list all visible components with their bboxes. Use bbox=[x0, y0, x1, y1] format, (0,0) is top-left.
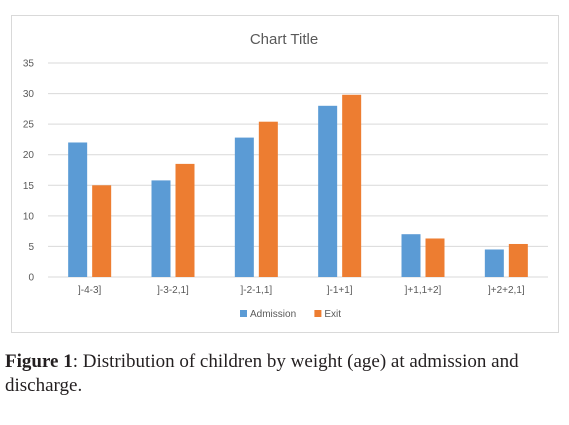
figure-caption: Figure 1: Distribution of children by we… bbox=[5, 350, 567, 398]
y-tick-label: 30 bbox=[23, 89, 35, 100]
y-tick-label: 5 bbox=[28, 242, 34, 253]
bars bbox=[68, 94, 528, 278]
bar-admission-5 bbox=[484, 249, 504, 277]
x-axis-ticks: ]-4-3] ]-3-2,1] ]-2-1,1] ]-1+1] ]+1,1+2] ]+2+… bbox=[78, 285, 525, 296]
legend: Admission Exit bbox=[240, 309, 341, 320]
legend-label-admission: Admission bbox=[250, 309, 296, 320]
x-tick-label: ]-1+1] bbox=[327, 285, 353, 296]
x-tick-label: ]+2+2,1] bbox=[488, 285, 525, 296]
bar-exit-0 bbox=[92, 185, 112, 277]
bar-chart: 0 5 10 15 20 25 30 35 ]-4-3] ]-3-2,1] ]-2-1,1] ]-1… bbox=[23, 31, 548, 320]
chart-frame: 0 5 10 15 20 25 30 35 ]-4-3] ]-3-2,1] ]-2-1,1] ]-1… bbox=[11, 15, 559, 333]
x-tick-label: ]-4-3] bbox=[78, 285, 102, 296]
bar-admission-4 bbox=[401, 234, 421, 277]
y-tick-label: 25 bbox=[23, 120, 35, 131]
x-tick-label: ]+1,1+2] bbox=[405, 285, 442, 296]
legend-label-exit: Exit bbox=[324, 309, 341, 320]
figure-label: Figure 1 bbox=[5, 351, 73, 372]
legend-swatch-admission bbox=[240, 310, 247, 317]
x-tick-label: ]-2-1,1] bbox=[240, 285, 272, 296]
legend-swatch-exit bbox=[314, 310, 322, 317]
x-tick-label: ]-3-2,1] bbox=[157, 285, 189, 296]
y-tick-label: 10 bbox=[23, 211, 35, 222]
bar-admission-1 bbox=[151, 180, 171, 277]
bar-admission-2 bbox=[234, 137, 254, 277]
bar-exit-5 bbox=[508, 243, 528, 277]
y-tick-label: 0 bbox=[28, 273, 34, 284]
bar-exit-4 bbox=[425, 238, 445, 277]
caption-text: : Distribution of children by weight (ag… bbox=[5, 351, 519, 396]
gridlines bbox=[48, 62, 548, 278]
y-axis-ticks: 0 5 10 15 20 25 30 35 bbox=[23, 59, 35, 284]
bar-exit-3 bbox=[342, 94, 362, 278]
bar-admission-0 bbox=[68, 142, 88, 277]
y-tick-label: 20 bbox=[23, 150, 35, 161]
bar-admission-3 bbox=[318, 105, 338, 277]
y-tick-label: 15 bbox=[23, 181, 35, 192]
chart-title: Chart Title bbox=[250, 31, 318, 48]
bar-exit-1 bbox=[175, 163, 195, 277]
bar-exit-2 bbox=[258, 121, 278, 277]
y-tick-label: 35 bbox=[23, 59, 35, 70]
